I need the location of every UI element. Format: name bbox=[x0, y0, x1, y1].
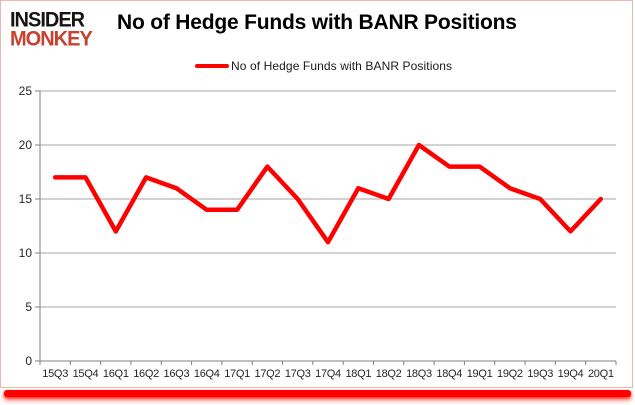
line-chart: 0 5 10 15 20 25 15Q3 15Q4 16Q1 16Q2 16Q3 16Q4 17Q1 17… bbox=[19, 84, 617, 380]
y-tick-label-15: 15 bbox=[19, 192, 33, 206]
x-tick-label-17Q1: 17Q1 bbox=[224, 368, 250, 380]
x-tick-label-18Q2: 18Q2 bbox=[376, 368, 402, 380]
x-tick-label-16Q3: 16Q3 bbox=[164, 368, 190, 380]
chart-legend: No of Hedge Funds with BANR Positions bbox=[195, 59, 452, 73]
card-bottom-glow bbox=[4, 390, 631, 397]
series-line bbox=[52, 142, 604, 245]
y-tick-label-5: 5 bbox=[25, 300, 32, 314]
y-tick-label-25: 25 bbox=[19, 84, 33, 98]
y-tick-label-0: 0 bbox=[25, 354, 32, 368]
x-tick-label-19Q3: 19Q3 bbox=[527, 368, 553, 380]
x-tick-label-16Q1: 16Q1 bbox=[103, 368, 129, 380]
x-tick-label-16Q2: 16Q2 bbox=[133, 368, 159, 380]
x-tick-label-18Q4: 18Q4 bbox=[436, 368, 462, 380]
x-tick-label-17Q4: 17Q4 bbox=[315, 368, 341, 380]
x-tick-label-17Q2: 17Q2 bbox=[255, 368, 281, 380]
x-tick-label-18Q1: 18Q1 bbox=[345, 368, 371, 380]
y-tick-label-10: 10 bbox=[19, 246, 33, 260]
chart-title: No of Hedge Funds with BANR Positions bbox=[117, 11, 517, 34]
y-tick-label-20: 20 bbox=[19, 138, 33, 152]
chart-card: 0 5 10 15 20 25 15Q3 15Q4 16Q1 16Q2 16Q3 16Q4 17Q1 17… bbox=[0, 0, 633, 388]
x-tick-label-16Q4: 16Q4 bbox=[194, 368, 220, 380]
x-tick-label-19Q2: 19Q2 bbox=[497, 368, 523, 380]
x-tick-label-15Q3: 15Q3 bbox=[42, 368, 68, 380]
x-tick-label-19Q4: 19Q4 bbox=[558, 368, 584, 380]
legend-line-swatch bbox=[195, 64, 229, 68]
legend-label: No of Hedge Funds with BANR Positions bbox=[231, 59, 453, 73]
logo-text-monkey: MONKEY bbox=[10, 27, 93, 51]
insider-monkey-logo: INSIDER MONKEY bbox=[10, 8, 93, 51]
x-tick-label-20Q1: 20Q1 bbox=[588, 368, 614, 380]
x-tick-label-15Q4: 15Q4 bbox=[73, 368, 99, 380]
x-tick-label-17Q3: 17Q3 bbox=[285, 368, 311, 380]
x-tick-label-19Q1: 19Q1 bbox=[467, 368, 493, 380]
logo-text-insider: INSIDER bbox=[10, 8, 85, 32]
x-tick-label-18Q3: 18Q3 bbox=[406, 368, 432, 380]
